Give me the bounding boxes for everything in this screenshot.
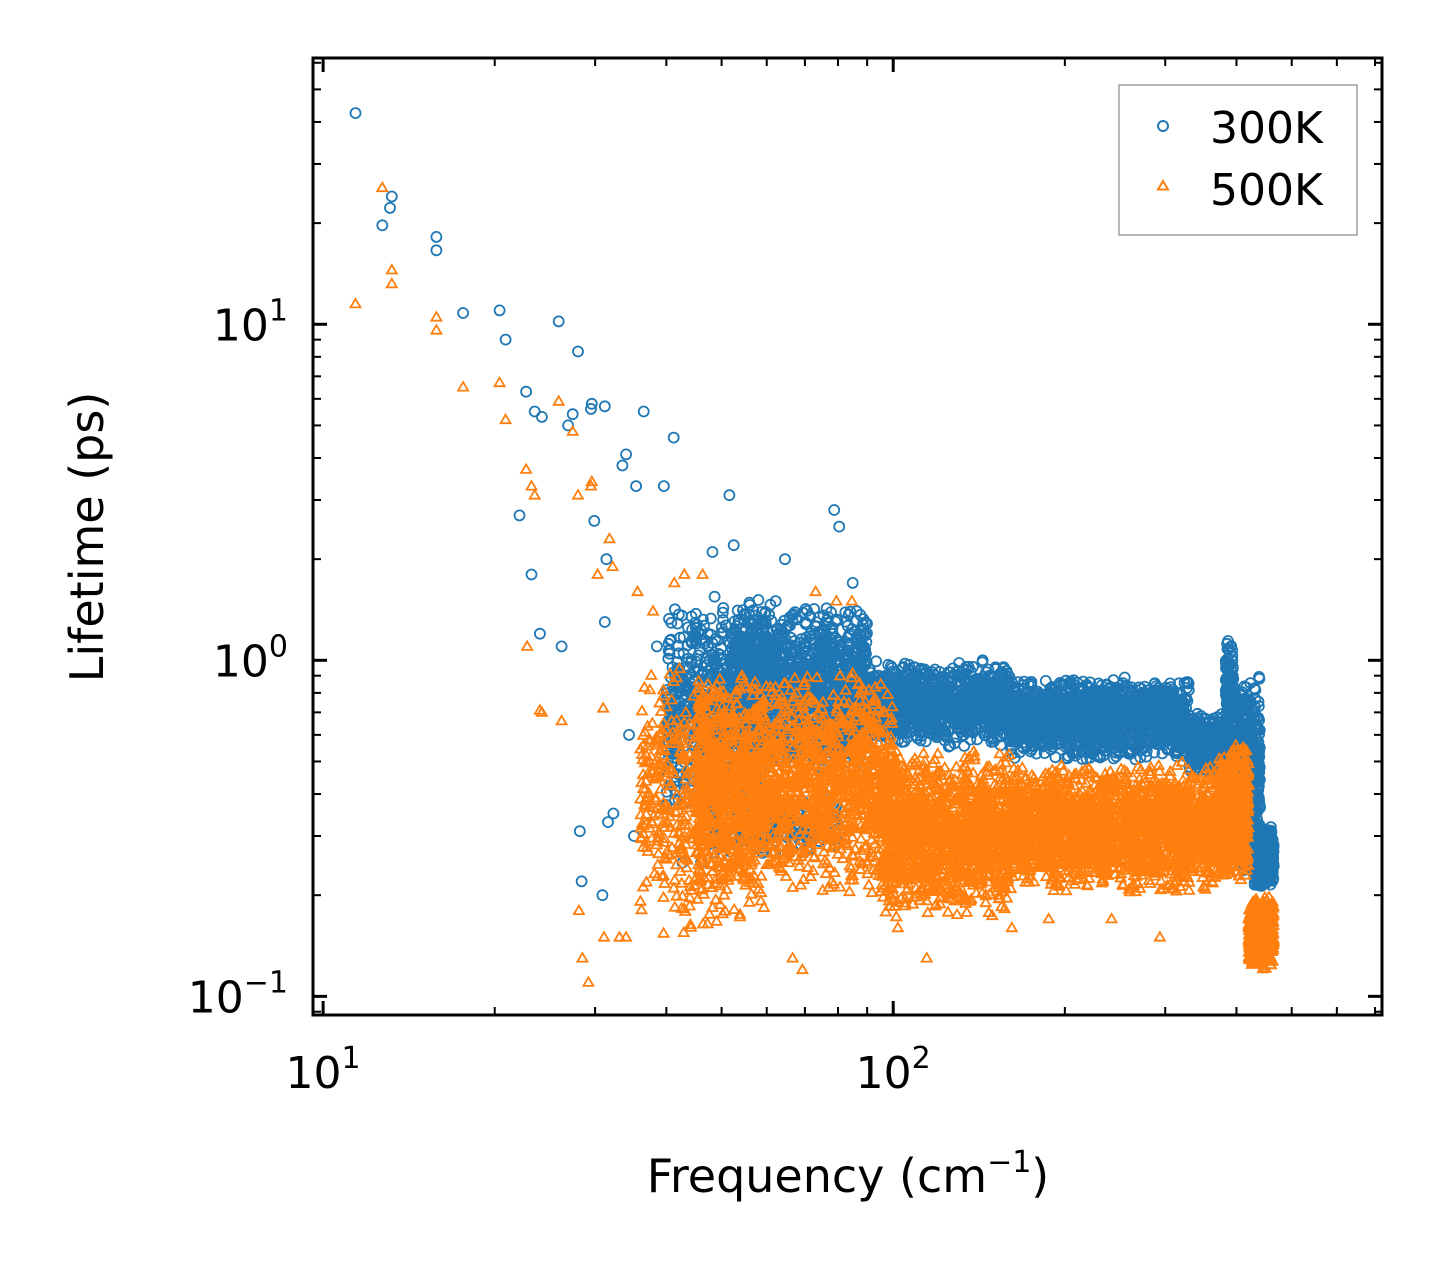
data-points [348, 107, 1281, 987]
data-point-300k [715, 627, 728, 640]
data-point-300k [689, 633, 701, 646]
data-point-300k [677, 647, 690, 660]
data-point-300k [662, 644, 675, 657]
data-point-300k [709, 660, 722, 672]
data-point-300k [663, 613, 675, 625]
data-point-300k [698, 619, 710, 632]
data-point-300k [690, 621, 702, 634]
data-point-300k [706, 637, 719, 649]
data-point-300k [669, 603, 681, 616]
data-point-300k [690, 607, 702, 620]
data-point-300k [686, 637, 698, 650]
data-point-300k [716, 606, 729, 619]
data-point-300k [665, 700, 677, 713]
data-point-300k [705, 612, 717, 625]
data-point-300k [673, 685, 685, 698]
data-point-300k [714, 649, 727, 661]
data-point-300k [717, 614, 729, 626]
data-point-300k [682, 621, 694, 634]
data-point-300k [716, 670, 728, 683]
data-point-300k [708, 590, 721, 603]
data-point-300k [717, 602, 730, 614]
data-point-300k [697, 613, 709, 626]
data-point-300k [661, 684, 673, 696]
data-point-300k [694, 643, 706, 656]
data-point-300k [699, 656, 712, 669]
data-point-300k [715, 621, 728, 634]
